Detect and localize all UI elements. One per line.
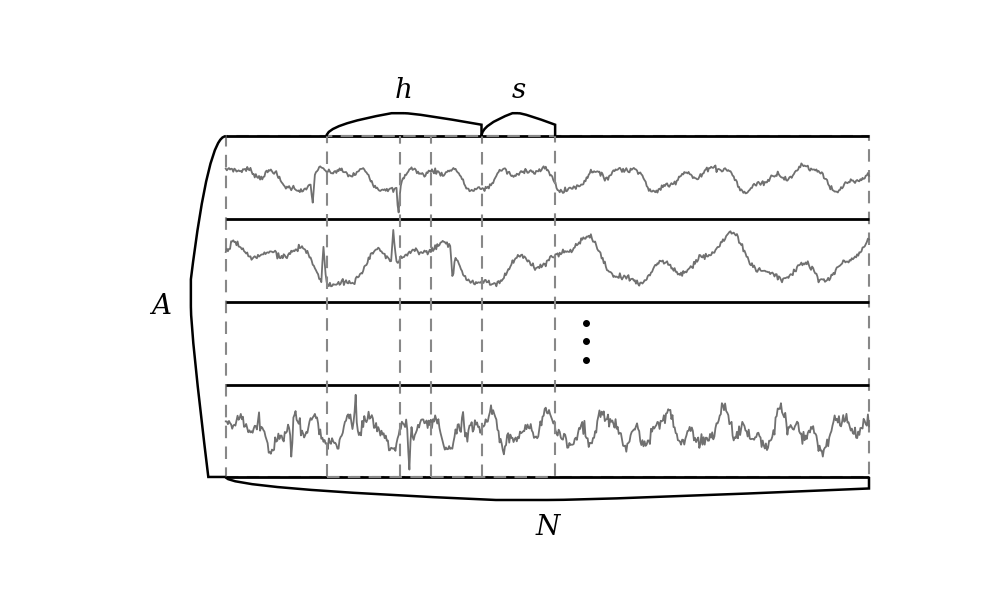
Text: h: h: [395, 77, 413, 104]
Text: N: N: [535, 514, 560, 541]
Text: s: s: [511, 77, 525, 104]
Bar: [326, 136, 555, 477]
Text: A: A: [152, 293, 172, 320]
Bar: [226, 136, 869, 477]
